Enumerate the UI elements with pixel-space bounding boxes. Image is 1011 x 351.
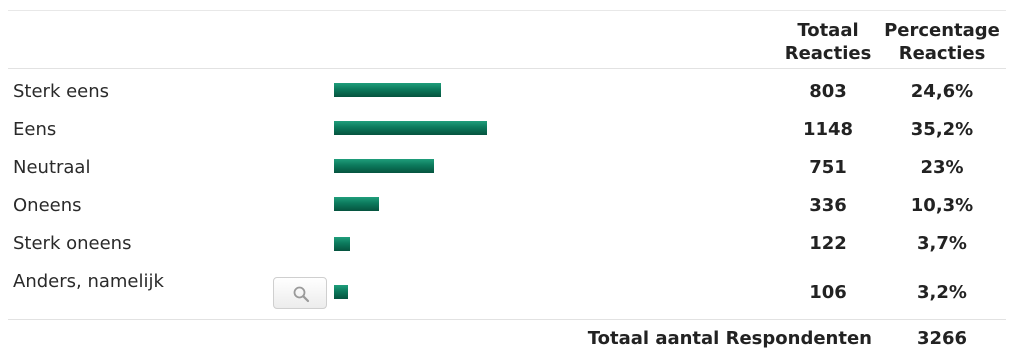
top-divider bbox=[8, 10, 1006, 11]
total-respondents-label: Totaal aantal Respondenten bbox=[587, 328, 872, 349]
header-percentage-responses: Percentage Reacties bbox=[877, 19, 1007, 65]
row-label: Sterk eens bbox=[13, 81, 110, 102]
row-count: 803 bbox=[809, 81, 847, 102]
view-answers-button[interactable] bbox=[273, 277, 327, 309]
chart-row: Neutraal 751 23% bbox=[0, 149, 1011, 187]
row-label: Oneens bbox=[13, 195, 82, 216]
row-label: Anders, namelijk bbox=[13, 271, 164, 292]
row-percentage: 10,3% bbox=[910, 195, 974, 216]
chart-row: Sterk eens 803 24,6% bbox=[0, 73, 1011, 111]
row-count: 336 bbox=[809, 195, 847, 216]
row-label: Sterk oneens bbox=[13, 233, 132, 254]
row-label: Eens bbox=[13, 119, 57, 140]
header-pct-line1: Percentage bbox=[884, 20, 1000, 41]
chart-row: Sterk oneens 122 3,7% bbox=[0, 225, 1011, 263]
bar bbox=[334, 83, 441, 97]
bar bbox=[334, 237, 350, 251]
row-count: 106 bbox=[809, 282, 847, 303]
footer-divider bbox=[8, 319, 1006, 320]
row-percentage: 23% bbox=[920, 157, 964, 178]
total-respondents-value: 3266 bbox=[916, 328, 968, 349]
row-percentage: 24,6% bbox=[910, 81, 974, 102]
row-percentage: 35,2% bbox=[910, 119, 974, 140]
magnifier-icon bbox=[293, 286, 310, 303]
bar bbox=[334, 197, 379, 211]
header-divider bbox=[8, 68, 1006, 69]
header-total-line1: Totaal bbox=[797, 20, 859, 41]
bar bbox=[334, 285, 348, 299]
row-count: 122 bbox=[809, 233, 847, 254]
row-label: Neutraal bbox=[13, 157, 91, 178]
row-percentage: 3,2% bbox=[917, 282, 967, 303]
row-count: 1148 bbox=[802, 119, 854, 140]
header-total-line2: Reacties bbox=[784, 43, 872, 64]
header-total-responses: Totaal Reacties bbox=[776, 19, 880, 65]
row-count: 751 bbox=[809, 157, 847, 178]
chart-row: Anders, namelijk 106 3,2% bbox=[0, 263, 1011, 315]
row-percentage: 3,7% bbox=[917, 233, 967, 254]
chart-row: Eens 1148 35,2% bbox=[0, 111, 1011, 149]
bar bbox=[334, 159, 434, 173]
bar bbox=[334, 121, 487, 135]
header-pct-line2: Reacties bbox=[898, 43, 986, 64]
chart-row: Oneens 336 10,3% bbox=[0, 187, 1011, 225]
